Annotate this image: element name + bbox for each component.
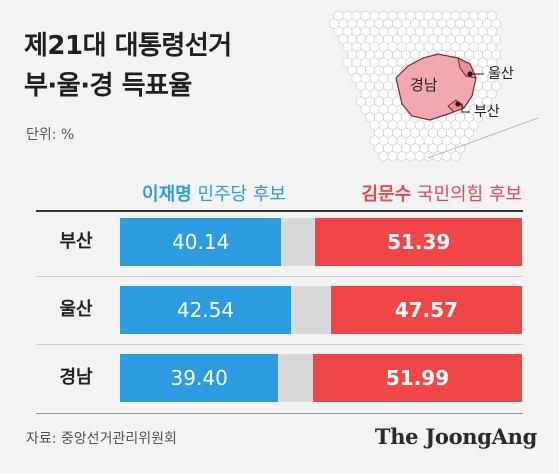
busan-leader [458, 103, 470, 113]
legend-kim-name: 김문수 [361, 184, 412, 205]
hex-cell [432, 150, 443, 162]
bar-track: 39.40 51.99 [120, 354, 522, 402]
title-line-1: 제21대 대통령선거 [24, 31, 232, 61]
legend-kim: 김문수 국민의힘 후보 [316, 180, 522, 206]
source-note: 자료: 중앙선거관리위원회 [26, 431, 177, 447]
chart-title: 제21대 대통령선거 부·울·경 득표율 [24, 26, 232, 106]
legend-lee: 이재명 민주당 후보 [116, 180, 312, 206]
legend-lee-name: 이재명 [142, 184, 192, 205]
brand-logo: The JoongAng [374, 424, 537, 449]
row-separator [36, 276, 523, 277]
title-line-2: 부·울·경 득표율 [24, 71, 192, 101]
row-separator [36, 344, 523, 345]
bar-lee: 42.54 [120, 286, 291, 334]
bar-kim: 51.39 [315, 218, 522, 266]
hex-cell [378, 150, 389, 162]
hex-cell [396, 150, 407, 162]
sea-boundary-line [427, 117, 539, 159]
busan-region [447, 99, 465, 113]
hex-cell [423, 150, 434, 162]
bar-kim: 47.57 [330, 286, 522, 334]
region-label: 부산 [59, 231, 93, 252]
region-map: 경남 울산 부산 [329, 10, 539, 162]
table-bottom-rule [36, 413, 523, 414]
bar-lee: 39.40 [120, 354, 279, 402]
ulsan-dot [467, 71, 473, 77]
bar-track: 40.14 51.39 [120, 218, 522, 266]
unit-label: 단위: % [26, 127, 75, 143]
hex-cell [414, 150, 425, 162]
legend-lee-party: 민주당 후보 [197, 184, 286, 205]
hex-cell [450, 150, 461, 162]
hex-cell [387, 150, 398, 162]
bar-kim: 51.99 [313, 354, 522, 402]
busan-dot [455, 101, 461, 107]
bar-lee: 40.14 [120, 218, 282, 266]
map-label-ulsan: 울산 [488, 66, 514, 82]
region-label: 경남 [59, 367, 93, 388]
region-label: 울산 [59, 299, 93, 320]
table-top-rule [36, 210, 523, 212]
hex-cell [405, 150, 416, 162]
map-label-gyeongnam: 경남 [410, 76, 438, 94]
map-label-busan: 부산 [474, 104, 500, 120]
legend-kim-party: 국민의힘 후보 [416, 184, 522, 205]
bar-track: 42.54 47.57 [120, 286, 522, 334]
